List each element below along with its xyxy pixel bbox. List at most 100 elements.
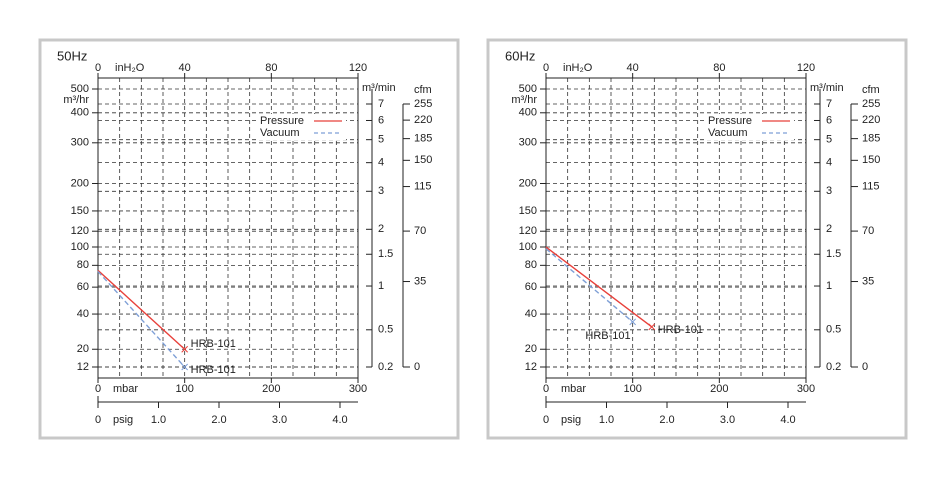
y3-tick-label: 185 (862, 133, 880, 145)
legend-label: Vacuum (260, 127, 300, 139)
y3-tick-label: 35 (414, 275, 426, 287)
y-tick-label: 200 (71, 177, 89, 189)
y2-tick-label: 6 (378, 114, 384, 126)
y2-tick-label: 0.5 (826, 324, 841, 336)
x-tick-label: 0 (95, 383, 101, 395)
y3-tick-label: 150 (862, 154, 880, 166)
panel (486, 38, 908, 440)
y-tick-label: 20 (525, 343, 537, 355)
y-tick-label: 100 (519, 241, 537, 253)
end-label: HRB-101 (658, 324, 703, 336)
x3-tick-label: 4.0 (332, 414, 347, 426)
series-line (97, 269, 186, 350)
plot-frame (545, 77, 807, 379)
x2-tick-label: 40 (179, 62, 191, 74)
x-axis-label: mbar (561, 383, 586, 395)
end-marker (648, 323, 656, 331)
x2-tick-label: 120 (349, 62, 367, 74)
y-tick-label: 300 (519, 137, 537, 149)
legend-label: Pressure (260, 115, 304, 127)
x-axis-label: mbar (113, 383, 138, 395)
chart-title: 60Hz (505, 48, 535, 63)
y3-tick-label: 150 (414, 154, 432, 166)
x2-axis-label: inH₂O (115, 62, 145, 74)
x2-tick-label: 0 (95, 62, 101, 74)
y2-tick-label: 7 (826, 98, 832, 110)
end-label: HRB-101 (191, 364, 236, 376)
y3-tick-label: 185 (414, 133, 432, 145)
x3-tick-label: 3.0 (720, 414, 735, 426)
legend-label: Pressure (708, 115, 752, 127)
y2-tick-label: 0.5 (378, 324, 393, 336)
x-tick-label: 0 (543, 383, 549, 395)
end-marker (629, 318, 637, 326)
y-tick-label: 20 (77, 343, 89, 355)
y3-axis-label: cfm (414, 84, 432, 96)
y-tick-label: 120 (519, 225, 537, 237)
y2-tick-label: 3 (826, 185, 832, 197)
legend-box (256, 114, 346, 140)
plot-frame (97, 77, 359, 379)
y3-tick-label: 70 (414, 225, 426, 237)
y2-tick-label: 2 (826, 223, 832, 235)
x-tick-label: 100 (175, 383, 193, 395)
x3-axis-label: psig (113, 414, 133, 426)
y3-tick-label: 115 (414, 180, 432, 192)
x2-tick-label: 80 (713, 62, 725, 74)
x3-tick-label: 1.0 (599, 414, 614, 426)
x3-axis-label: psig (561, 414, 581, 426)
y-tick-label: 400 (519, 107, 537, 119)
x3-tick-label: 1.0 (151, 414, 166, 426)
x3-tick-label: 3.0 (272, 414, 287, 426)
y-tick-label: 80 (77, 259, 89, 271)
y2-axis-label: m³/min (362, 82, 396, 94)
y3-tick-label: 0 (862, 361, 868, 373)
x-tick-label: 200 (710, 383, 728, 395)
y3-tick-label: 255 (862, 98, 880, 110)
y-tick-label: 200 (519, 177, 537, 189)
y2-tick-label: 3 (378, 185, 384, 197)
panel (38, 38, 460, 440)
y-axis-label: m³/hr (511, 94, 537, 106)
y-tick-label: 12 (525, 361, 537, 373)
chart: 50Hz1220406080100120150200300400500m³/hr… (57, 48, 432, 425)
legend-box (704, 114, 794, 140)
y3-tick-label: 35 (862, 275, 874, 287)
chart-title: 50Hz (57, 48, 87, 63)
y-tick-label: 100 (71, 241, 89, 253)
x3-tick-label: 4.0 (780, 414, 795, 426)
y2-tick-label: 1.5 (826, 248, 841, 260)
chart: 60Hz1220406080100120150200300400500m³/hr… (505, 48, 880, 425)
y2-tick-label: 5 (826, 134, 832, 146)
x-tick-label: 200 (262, 383, 280, 395)
x3-tick-label: 2.0 (659, 414, 674, 426)
x3-tick-label: 2.0 (211, 414, 226, 426)
x2-tick-label: 40 (627, 62, 639, 74)
x-tick-label: 100 (623, 383, 641, 395)
x2-tick-label: 0 (543, 62, 549, 74)
y-tick-label: 150 (71, 205, 89, 217)
y3-tick-label: 255 (414, 98, 432, 110)
y3-tick-label: 70 (862, 225, 874, 237)
y-tick-label: 400 (71, 107, 89, 119)
y2-tick-label: 1 (826, 280, 832, 292)
series-line (545, 246, 653, 328)
y2-tick-label: 1 (378, 280, 384, 292)
y-tick-label: 120 (71, 225, 89, 237)
y-tick-label: 500 (71, 83, 89, 95)
x-tick-label: 300 (797, 383, 815, 395)
end-label: HRB-101 (585, 330, 630, 342)
y-tick-label: 300 (71, 137, 89, 149)
series-line (545, 248, 634, 323)
y2-tick-label: 5 (378, 134, 384, 146)
x2-axis-label: inH₂O (563, 62, 593, 74)
end-marker (181, 345, 189, 353)
y-tick-label: 150 (519, 205, 537, 217)
y2-tick-label: 4 (378, 157, 384, 169)
y-tick-label: 60 (77, 281, 89, 293)
x2-tick-label: 80 (265, 62, 277, 74)
y3-tick-label: 0 (414, 361, 420, 373)
x3-tick-label: 0 (543, 414, 549, 426)
y2-tick-label: 6 (826, 114, 832, 126)
